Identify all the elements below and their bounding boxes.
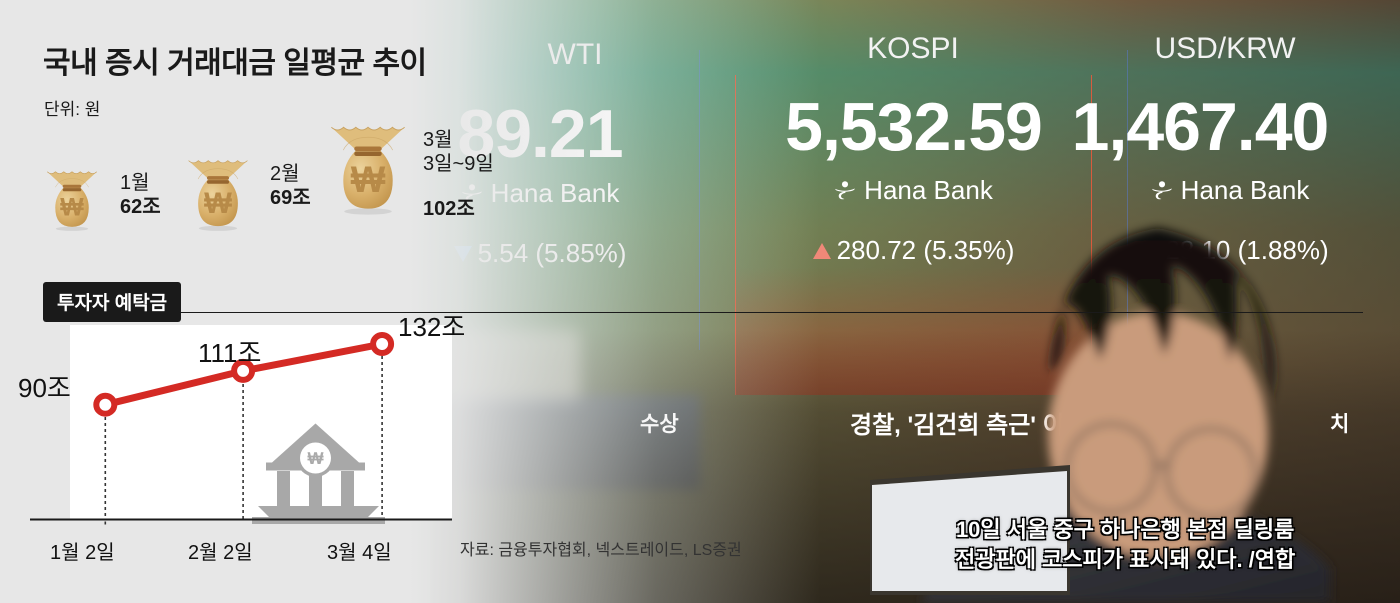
svg-text:₩: ₩ [60,195,84,222]
svg-text:₩: ₩ [204,187,232,220]
svg-text:₩: ₩ [351,159,386,200]
svg-text:₩: ₩ [307,449,324,468]
